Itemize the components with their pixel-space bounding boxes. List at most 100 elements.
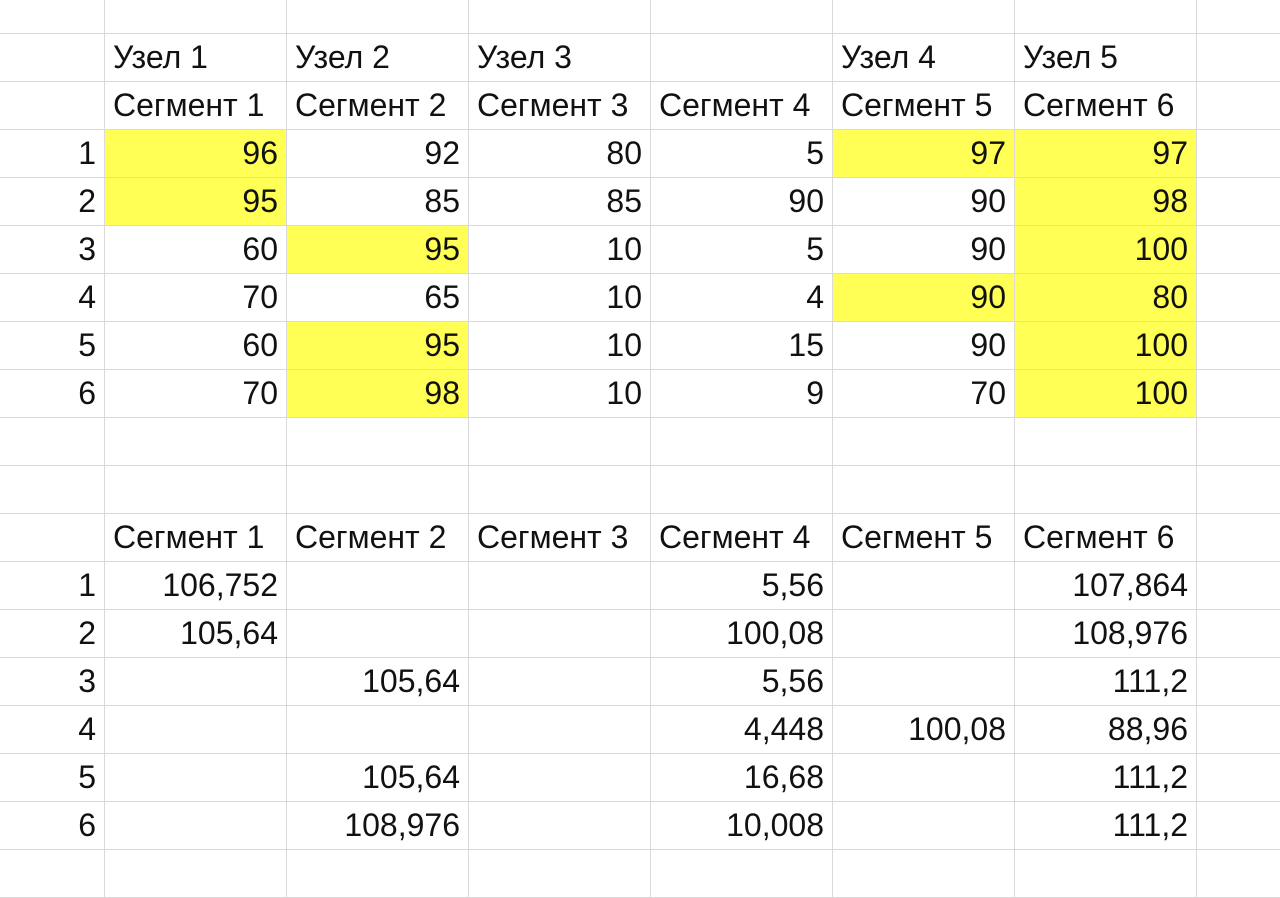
value-cell[interactable] xyxy=(833,562,1015,610)
value-cell[interactable]: 70 xyxy=(105,370,287,418)
cell[interactable] xyxy=(1197,706,1280,754)
value-cell[interactable]: 98 xyxy=(1015,178,1197,226)
row-number-cell[interactable]: 3 xyxy=(0,658,105,706)
value-cell[interactable]: 10 xyxy=(469,370,651,418)
row-number-cell[interactable]: 5 xyxy=(0,754,105,802)
cell[interactable] xyxy=(0,466,105,514)
row-number-cell[interactable]: 6 xyxy=(0,370,105,418)
value-cell[interactable] xyxy=(833,754,1015,802)
value-cell[interactable] xyxy=(287,610,469,658)
value-cell[interactable]: 111,2 xyxy=(1015,754,1197,802)
value-cell[interactable]: 95 xyxy=(105,178,287,226)
value-cell[interactable]: 5 xyxy=(651,130,833,178)
cell[interactable] xyxy=(651,0,833,34)
row-number-cell[interactable]: 3 xyxy=(0,226,105,274)
cell[interactable] xyxy=(469,466,651,514)
cell[interactable] xyxy=(1197,274,1280,322)
cell[interactable] xyxy=(1015,850,1197,898)
cell[interactable] xyxy=(1197,610,1280,658)
value-cell[interactable] xyxy=(469,610,651,658)
cell[interactable] xyxy=(1197,562,1280,610)
row-number-cell[interactable]: 2 xyxy=(0,610,105,658)
row-number-cell[interactable]: 2 xyxy=(0,178,105,226)
cell[interactable] xyxy=(1197,802,1280,850)
segment-header-cell[interactable]: Сегмент 5 xyxy=(833,514,1015,562)
cell[interactable] xyxy=(469,0,651,34)
cell[interactable] xyxy=(1197,466,1280,514)
segment-header-cell[interactable]: Сегмент 5 xyxy=(833,82,1015,130)
row-number-cell[interactable]: 4 xyxy=(0,274,105,322)
value-cell[interactable]: 5 xyxy=(651,226,833,274)
value-cell[interactable]: 107,864 xyxy=(1015,562,1197,610)
value-cell[interactable] xyxy=(469,754,651,802)
value-cell[interactable]: 9 xyxy=(651,370,833,418)
cell[interactable] xyxy=(287,850,469,898)
value-cell[interactable] xyxy=(287,562,469,610)
cell[interactable] xyxy=(1197,34,1280,82)
value-cell[interactable] xyxy=(469,658,651,706)
segment-header-cell[interactable]: Сегмент 2 xyxy=(287,514,469,562)
cell[interactable] xyxy=(833,850,1015,898)
value-cell[interactable]: 100,08 xyxy=(651,610,833,658)
cell[interactable] xyxy=(833,0,1015,34)
cell[interactable] xyxy=(1197,370,1280,418)
cell[interactable] xyxy=(1197,130,1280,178)
row-number-cell[interactable]: 5 xyxy=(0,322,105,370)
cell[interactable] xyxy=(1197,322,1280,370)
value-cell[interactable] xyxy=(833,658,1015,706)
cell[interactable] xyxy=(0,82,105,130)
value-cell[interactable]: 90 xyxy=(651,178,833,226)
value-cell[interactable] xyxy=(105,754,287,802)
cell[interactable] xyxy=(287,418,469,466)
value-cell[interactable]: 60 xyxy=(105,322,287,370)
value-cell[interactable]: 105,64 xyxy=(287,754,469,802)
cell[interactable] xyxy=(105,0,287,34)
value-cell[interactable]: 88,96 xyxy=(1015,706,1197,754)
row-number-cell[interactable]: 6 xyxy=(0,802,105,850)
cell[interactable] xyxy=(287,466,469,514)
value-cell[interactable]: 98 xyxy=(287,370,469,418)
cell[interactable] xyxy=(0,0,105,34)
cell[interactable] xyxy=(833,466,1015,514)
segment-header-cell[interactable]: Сегмент 1 xyxy=(105,82,287,130)
value-cell[interactable]: 96 xyxy=(105,130,287,178)
node-header-cell[interactable]: Узел 5 xyxy=(1015,34,1197,82)
value-cell[interactable] xyxy=(105,658,287,706)
segment-header-cell[interactable]: Сегмент 4 xyxy=(651,514,833,562)
cell[interactable] xyxy=(1015,418,1197,466)
cell[interactable] xyxy=(469,418,651,466)
cell[interactable] xyxy=(1015,0,1197,34)
row-number-cell[interactable]: 1 xyxy=(0,130,105,178)
segment-header-cell[interactable]: Сегмент 6 xyxy=(1015,514,1197,562)
segment-header-cell[interactable]: Сегмент 4 xyxy=(651,82,833,130)
cell[interactable] xyxy=(1197,0,1280,34)
segment-header-cell[interactable]: Сегмент 1 xyxy=(105,514,287,562)
node-header-cell[interactable]: Узел 3 xyxy=(469,34,651,82)
value-cell[interactable]: 111,2 xyxy=(1015,802,1197,850)
value-cell[interactable]: 100,08 xyxy=(833,706,1015,754)
cell[interactable] xyxy=(105,466,287,514)
value-cell[interactable] xyxy=(469,562,651,610)
cell[interactable] xyxy=(105,850,287,898)
value-cell[interactable]: 85 xyxy=(287,178,469,226)
value-cell[interactable]: 4 xyxy=(651,274,833,322)
cell[interactable] xyxy=(1015,466,1197,514)
cell[interactable] xyxy=(0,418,105,466)
value-cell[interactable]: 111,2 xyxy=(1015,658,1197,706)
value-cell[interactable]: 95 xyxy=(287,226,469,274)
value-cell[interactable]: 4,448 xyxy=(651,706,833,754)
cell[interactable] xyxy=(833,418,1015,466)
node-header-cell[interactable] xyxy=(651,34,833,82)
cell[interactable] xyxy=(651,418,833,466)
cell[interactable] xyxy=(1197,82,1280,130)
value-cell[interactable] xyxy=(469,802,651,850)
node-header-cell[interactable]: Узел 1 xyxy=(105,34,287,82)
value-cell[interactable]: 97 xyxy=(833,130,1015,178)
cell[interactable] xyxy=(1197,418,1280,466)
value-cell[interactable]: 95 xyxy=(287,322,469,370)
value-cell[interactable]: 10 xyxy=(469,322,651,370)
value-cell[interactable]: 80 xyxy=(1015,274,1197,322)
value-cell[interactable]: 15 xyxy=(651,322,833,370)
cell[interactable] xyxy=(0,514,105,562)
value-cell[interactable]: 5,56 xyxy=(651,562,833,610)
